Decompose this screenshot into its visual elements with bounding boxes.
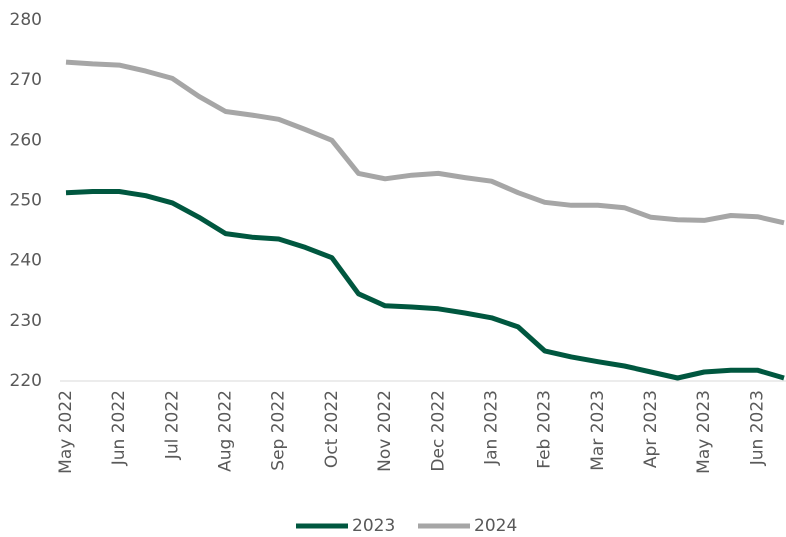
x-tick-label: Jul 2022: [162, 390, 182, 460]
y-tick-label: 250: [10, 191, 42, 211]
y-tick-label: 270: [10, 70, 42, 90]
x-tick-label: Dec 2022: [428, 390, 448, 472]
series-line: [65, 59, 785, 226]
y-tick-label: 220: [10, 371, 42, 391]
x-tick-label: May 2023: [694, 390, 714, 474]
y-tick-label: 260: [10, 130, 42, 150]
x-tick-label: Jun 2022: [109, 390, 129, 466]
x-tick-label: Feb 2023: [535, 390, 555, 469]
x-tick-label: Oct 2022: [322, 390, 342, 468]
x-tick-label: Nov 2022: [375, 390, 395, 472]
x-tick-label: Apr 2023: [641, 390, 661, 468]
legend-label: 2024: [474, 516, 517, 536]
x-tick-label: Mar 2023: [588, 390, 608, 471]
y-tick-label: 280: [10, 10, 42, 30]
x-tick-label: Aug 2022: [216, 390, 236, 472]
legend-label: 2023: [352, 516, 395, 536]
series-line: [65, 189, 785, 381]
x-tick-label: Jun 2023: [747, 390, 767, 466]
y-tick-label: 230: [10, 311, 42, 331]
x-tick-label: May 2022: [56, 390, 76, 474]
x-tick-label: Sep 2022: [269, 390, 289, 471]
x-tick-label: Jan 2023: [481, 390, 501, 466]
y-tick-label: 240: [10, 251, 42, 271]
